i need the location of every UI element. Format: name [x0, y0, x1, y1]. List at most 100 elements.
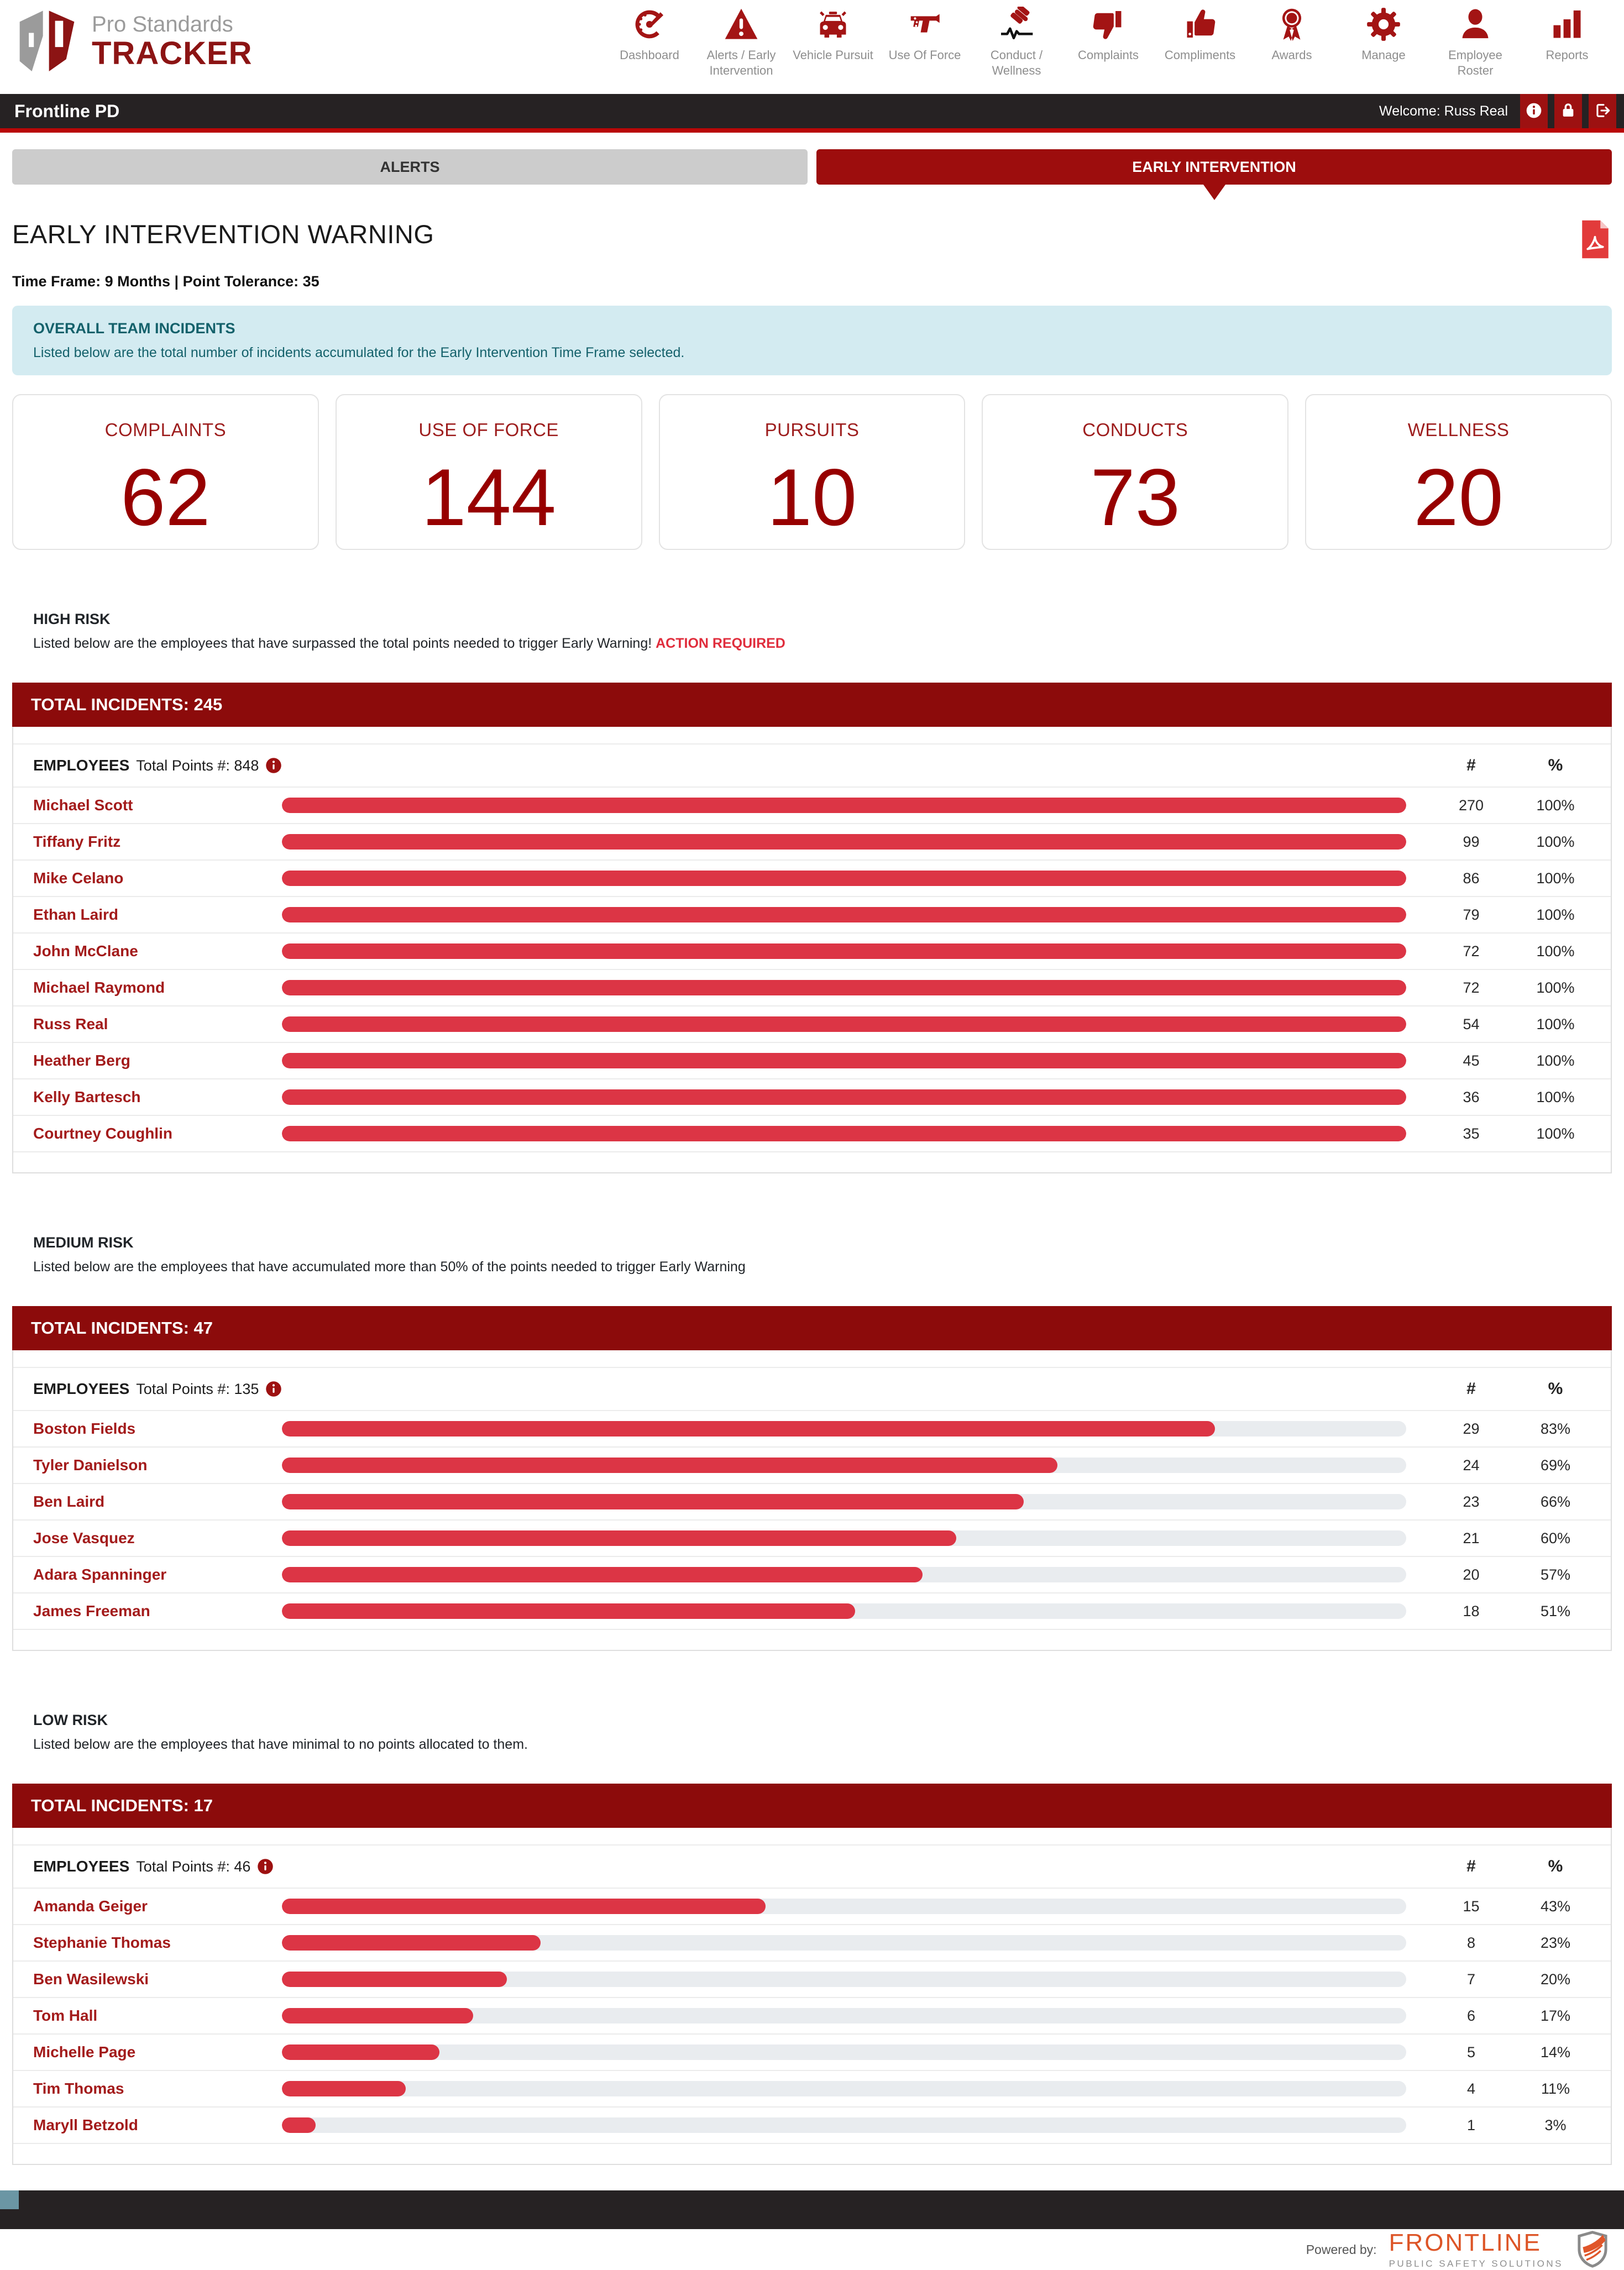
points-bar-track	[282, 1126, 1406, 1141]
employee-name-link[interactable]: Tom Hall	[33, 2007, 98, 2024]
employee-name-link[interactable]: Maryll Betzold	[33, 2116, 138, 2133]
employee-name-link[interactable]: Jose Vasquez	[33, 1529, 135, 1546]
incident-percent: 11%	[1541, 2080, 1570, 2097]
overall-alert-title: OVERALL TEAM INCIDENTS	[33, 320, 235, 337]
nav-item[interactable]: Vehicle Pursuit	[787, 4, 879, 78]
nav-item[interactable]: Reports	[1521, 4, 1613, 78]
stat-card[interactable]: WELLNESS 20	[1305, 394, 1612, 550]
points-bar-cell	[282, 1421, 1431, 1437]
stat-card[interactable]: USE OF FORCE 144	[335, 394, 642, 550]
employee-name-link[interactable]: James Freeman	[33, 1602, 150, 1619]
action-required-text: ACTION REQUIRED	[656, 636, 785, 651]
table-row: Adara Spanninger 20 57%	[13, 1557, 1611, 1593]
incident-percent: 100%	[1536, 942, 1575, 960]
employee-name-link[interactable]: Amanda Geiger	[33, 1897, 148, 1915]
employee-name-link[interactable]: Kelly Bartesch	[33, 1088, 141, 1105]
employee-name-link[interactable]: Ethan Laird	[33, 906, 119, 923]
topbar-buttons	[1520, 94, 1616, 128]
table-row: Michael Scott 270 100%	[13, 788, 1611, 824]
table-row: Mike Celano 86 100%	[13, 861, 1611, 897]
column-header-count: #	[1466, 1857, 1476, 1875]
points-bar-fill	[282, 2008, 473, 2023]
footer-corner-accent	[0, 2190, 19, 2209]
employee-name-link[interactable]: Michael Raymond	[33, 979, 165, 996]
incident-count: 79	[1463, 906, 1480, 923]
info-button[interactable]	[1520, 94, 1548, 128]
points-info-icon[interactable]	[265, 757, 282, 774]
incident-count: 21	[1463, 1529, 1480, 1546]
nav-icon	[1366, 4, 1401, 42]
employee-name-link[interactable]: Michelle Page	[33, 2043, 136, 2061]
points-bar-cell	[282, 1494, 1431, 1509]
nav-item[interactable]: Manage	[1338, 4, 1429, 78]
employee-name-link[interactable]: John McClane	[33, 942, 138, 960]
risk-alert-text: Listed below are the employees that have…	[33, 636, 656, 651]
points-bar-track	[282, 943, 1406, 959]
employee-name-link[interactable]: Ben Laird	[33, 1493, 105, 1510]
incident-count: 4	[1466, 2080, 1476, 2097]
employee-name-link[interactable]: Tiffany Fritz	[33, 833, 121, 850]
employee-name-link[interactable]: Boston Fields	[33, 1420, 136, 1437]
logout-icon	[1594, 102, 1611, 121]
frontline-name: FRONTLINE	[1389, 2229, 1542, 2256]
points-bar-cell	[282, 980, 1431, 995]
nav-item[interactable]: Awards	[1246, 4, 1338, 78]
employee-name-link[interactable]: Michael Scott	[33, 796, 133, 814]
overall-incidents-alert: OVERALL TEAM INCIDENTS Listed below are …	[12, 306, 1612, 375]
incident-percent: 20%	[1540, 1970, 1571, 1988]
incident-count: 45	[1463, 1052, 1480, 1069]
points-info-icon[interactable]	[265, 1381, 282, 1397]
stat-card-label: WELLNESS	[1407, 420, 1510, 440]
tab-alerts[interactable]: ALERTS	[12, 149, 808, 185]
risk-section: HIGH RISK Listed below are the employees…	[12, 596, 1612, 1173]
employee-name-link[interactable]: Russ Real	[33, 1015, 108, 1032]
employee-name-link[interactable]: Stephanie Thomas	[33, 1934, 171, 1951]
pdf-file-icon	[1579, 219, 1612, 260]
nav-item[interactable]: Employee Roster	[1429, 4, 1521, 78]
points-bar-track	[282, 1530, 1406, 1546]
nav-item[interactable]: Compliments	[1154, 4, 1246, 78]
nav-item-label: Conduct / Wellness	[990, 48, 1043, 77]
stat-card[interactable]: COMPLAINTS 62	[12, 394, 319, 550]
nav-icon	[1458, 4, 1493, 42]
stat-card-value: 144	[421, 452, 556, 542]
employee-name-link[interactable]: Heather Berg	[33, 1052, 130, 1069]
nav-item[interactable]: Conduct / Wellness	[971, 4, 1062, 78]
main-content: ALERTS EARLY INTERVENTION EARLY INTERVEN…	[0, 149, 1624, 2165]
logout-button[interactable]	[1589, 94, 1616, 128]
nav-item-label: Dashboard	[620, 48, 679, 62]
tab-early-intervention[interactable]: EARLY INTERVENTION	[816, 149, 1612, 185]
points-bar-cell	[282, 2044, 1431, 2060]
nav-item[interactable]: Dashboard	[604, 4, 695, 78]
nav-icon	[907, 4, 942, 42]
nav-item[interactable]: Complaints	[1062, 4, 1154, 78]
points-bar-fill	[282, 1421, 1216, 1437]
employee-name-link[interactable]: Courtney Coughlin	[33, 1125, 172, 1142]
incident-count: 270	[1458, 796, 1484, 814]
points-bar-track	[282, 2008, 1406, 2023]
nav-item[interactable]: Use Of Force	[879, 4, 971, 78]
incident-count: 15	[1463, 1897, 1480, 1915]
employee-name-link[interactable]: Tim Thomas	[33, 2080, 124, 2097]
nav-item-label: Reports	[1546, 48, 1589, 62]
stat-card[interactable]: CONDUCTS 73	[982, 394, 1289, 550]
stat-card[interactable]: PURSUITS 10	[658, 394, 966, 550]
incident-percent: 43%	[1540, 1897, 1571, 1915]
nav-item[interactable]: Alerts / Early Intervention	[695, 4, 787, 78]
points-bar-track	[282, 1567, 1406, 1582]
table-row: Heather Berg 45 100%	[13, 1043, 1611, 1079]
incident-percent: 100%	[1536, 833, 1575, 850]
employee-name-link[interactable]: Ben Wasilewski	[33, 1970, 149, 1988]
lock-button[interactable]	[1554, 94, 1582, 128]
employee-name-link[interactable]: Tyler Danielson	[33, 1456, 148, 1474]
incident-count: 24	[1463, 1456, 1480, 1474]
employee-name-link[interactable]: Adara Spanninger	[33, 1566, 167, 1583]
export-pdf-button[interactable]	[1579, 219, 1612, 260]
points-bar-fill	[282, 1530, 957, 1546]
stat-card-value: 62	[121, 452, 211, 542]
table-row: Russ Real 54 100%	[13, 1006, 1611, 1043]
points-info-icon[interactable]	[257, 1858, 274, 1875]
employee-name-link[interactable]: Mike Celano	[33, 869, 124, 887]
brand-logo[interactable]: Pro Standards TRACKER	[14, 7, 253, 77]
